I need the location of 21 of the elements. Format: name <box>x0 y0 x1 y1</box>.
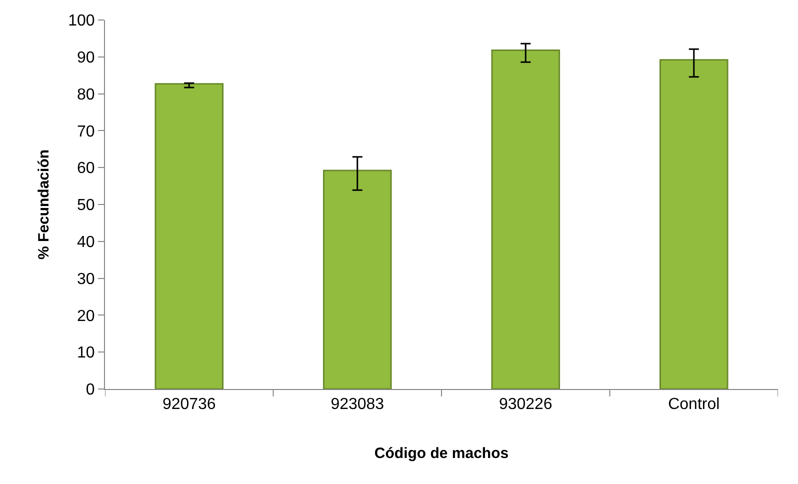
bar <box>659 59 728 389</box>
y-tick-label: 0 <box>86 382 95 399</box>
y-tick-label: 10 <box>77 344 95 362</box>
y-tick-label: 100 <box>68 12 95 30</box>
y-tick-label: 90 <box>77 50 95 66</box>
x-axis-title: Código de machos <box>374 445 509 462</box>
bar <box>491 50 560 389</box>
bar <box>154 83 224 389</box>
bar <box>322 170 392 389</box>
y-tick-label: 80 <box>77 86 95 104</box>
y-axis-title: % Fecundación <box>35 149 52 260</box>
y-tick-label: 50 <box>77 197 95 214</box>
y-tick-label: 70 <box>77 123 95 140</box>
y-tick-label: 40 <box>77 234 95 251</box>
y-tick-label: 30 <box>77 270 95 288</box>
x-tick-label: 930226 <box>498 396 552 414</box>
x-tick-label: Control <box>668 396 720 414</box>
x-tick-label: 920736 <box>162 396 216 414</box>
y-tick-label: 60 <box>77 160 95 178</box>
x-tick-label: 923083 <box>330 396 384 414</box>
y-tick-label: 20 <box>77 308 95 325</box>
